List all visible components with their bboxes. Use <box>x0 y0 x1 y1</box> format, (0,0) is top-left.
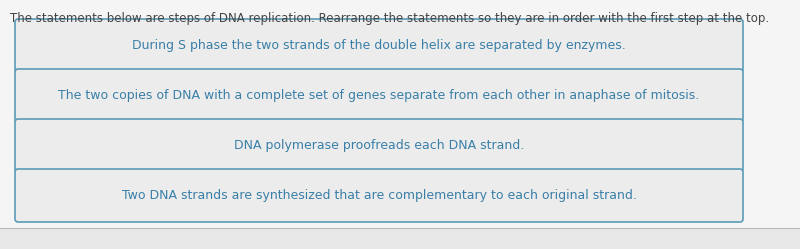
Text: The two copies of DNA with a complete set of genes separate from each other in a: The two copies of DNA with a complete se… <box>58 89 700 102</box>
FancyBboxPatch shape <box>15 69 743 122</box>
Text: DNA polymerase proofreads each DNA strand.: DNA polymerase proofreads each DNA stran… <box>234 139 524 152</box>
Text: During S phase the two strands of the double helix are separated by enzymes.: During S phase the two strands of the do… <box>132 39 626 52</box>
Text: The statements below are steps of DNA replication. Rearrange the statements so t: The statements below are steps of DNA re… <box>10 12 769 25</box>
FancyBboxPatch shape <box>15 169 743 222</box>
FancyBboxPatch shape <box>15 119 743 172</box>
Bar <box>0 228 800 249</box>
Text: Two DNA strands are synthesized that are complementary to each original strand.: Two DNA strands are synthesized that are… <box>122 189 637 202</box>
FancyBboxPatch shape <box>15 19 743 72</box>
